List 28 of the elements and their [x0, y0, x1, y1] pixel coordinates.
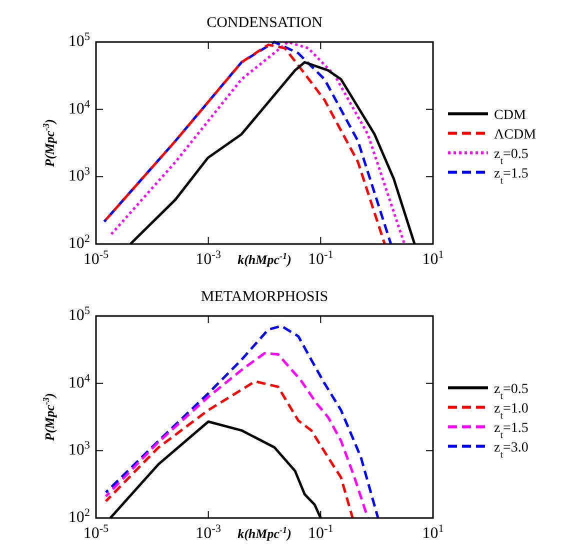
- x-tick-label: 10$^{-1}$: [308, 523, 334, 542]
- legend-label: CDM: [494, 108, 526, 123]
- legend-label: z$_{t}$=1.5: [494, 420, 528, 440]
- x-tick-label: 10$^{-3}$: [196, 523, 222, 542]
- x-axis-title: k(hMpc$^{-1}$): [238, 525, 292, 541]
- x-tick-label: 10$^{-5}$: [83, 523, 110, 542]
- legend-label: z$_{t}$=3.0: [494, 440, 528, 460]
- legend-label: z$_{t}$=0.5: [494, 382, 528, 402]
- y-tick-label: 10$^{4}$: [68, 372, 90, 392]
- y-tick-label: 10$^{3}$: [68, 440, 90, 459]
- x-axis-title: k(hMpc$^{-1}$): [238, 251, 292, 267]
- y-tick-label: 10$^{2}$: [68, 507, 90, 526]
- x-tick-label: 10$^{-3}$: [196, 249, 222, 268]
- x-tick-label: 10$^{-1}$: [308, 249, 334, 268]
- legend-label: ΛCDM: [494, 127, 537, 142]
- y-tick-label: 10$^{3}$: [68, 166, 90, 185]
- y-tick-label: 10$^{5}$: [68, 31, 90, 50]
- x-tick-label: 10$^{1}$: [422, 249, 444, 268]
- y-tick-label: 10$^{2}$: [68, 233, 90, 252]
- legend-label: z$_{t}$=0.5: [494, 146, 528, 166]
- y-tick-label: 10$^{4}$: [68, 98, 90, 118]
- chart-title: METAMORPHOSIS: [200, 289, 328, 305]
- x-tick-label: 10$^{1}$: [422, 523, 444, 542]
- y-tick-label: 10$^{5}$: [68, 305, 90, 324]
- chart-title: CONDENSATION: [206, 15, 323, 31]
- legend-label: z$_{t}$=1.0: [494, 401, 528, 421]
- x-tick-label: 10$^{-5}$: [83, 249, 110, 268]
- legend-label: z$_{t}$=1.5: [494, 166, 528, 186]
